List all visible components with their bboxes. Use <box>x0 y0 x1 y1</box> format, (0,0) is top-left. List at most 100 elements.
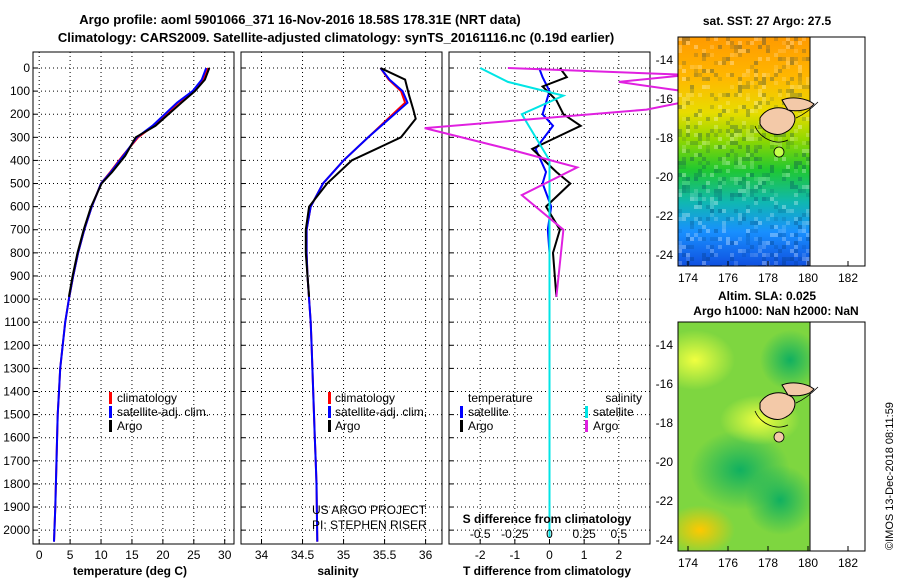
sst-noise-pixel <box>746 181 750 185</box>
sst-noise-pixel <box>774 257 778 261</box>
sst-noise-pixel <box>754 61 758 65</box>
sla-high-2 <box>678 505 735 551</box>
sst-noise-pixel <box>682 101 686 105</box>
depth-tick-label: 1600 <box>3 431 30 445</box>
sla-high-1 <box>678 330 735 390</box>
sst-noise-pixel <box>782 237 786 241</box>
top-tick-label: -0.5 <box>470 527 491 541</box>
legend-label: satellite-adj. clim. <box>335 405 427 419</box>
sst-noise-pixel <box>794 241 798 245</box>
series-line-argo <box>67 67 211 297</box>
sst-noise-pixel <box>730 125 734 129</box>
sst-noise-pixel <box>734 165 738 169</box>
series-line-s-argo <box>424 67 716 297</box>
sst-noise-pixel <box>746 137 750 141</box>
sst-noise-pixel <box>690 141 694 145</box>
sst-noise-pixel <box>806 221 810 225</box>
sst-noise-pixel <box>770 233 774 237</box>
sst-noise-pixel <box>710 245 714 249</box>
series-line-t-satellite <box>534 67 555 297</box>
sst-noise-pixel <box>746 205 750 209</box>
sst-noise-pixel <box>762 241 766 245</box>
sst-noise-pixel <box>686 93 690 97</box>
sst-noise-pixel <box>794 185 798 189</box>
sst-noise-pixel <box>678 93 682 97</box>
sst-noise-pixel <box>766 101 770 105</box>
sst-noise-pixel <box>774 157 778 161</box>
sst-noise-pixel <box>682 189 686 193</box>
sst-noise-pixel <box>754 77 758 81</box>
sst-noise-pixel <box>774 201 778 205</box>
sst-noise-pixel <box>746 229 750 233</box>
sst-noise-pixel <box>794 245 798 249</box>
sst-noise-pixel <box>706 229 710 233</box>
sst-noise-pixel <box>722 161 726 165</box>
sst-noise-pixel <box>750 133 754 137</box>
sst-noise-pixel <box>762 253 766 257</box>
sst-noise-pixel <box>718 61 722 65</box>
sst-noise-pixel <box>766 57 770 61</box>
depth-tick-label: 1700 <box>3 454 30 468</box>
sst-noise-pixel <box>762 181 766 185</box>
sst-noise-pixel <box>806 213 810 217</box>
sst-noise-pixel <box>734 181 738 185</box>
sst-noise-pixel <box>746 109 750 113</box>
sst-noise-pixel <box>682 245 686 249</box>
sst-noise-pixel <box>790 209 794 213</box>
sst-noise-pixel <box>718 77 722 81</box>
sst-noise-pixel <box>686 213 690 217</box>
sst-noise-pixel <box>782 217 786 221</box>
depth-tick-label: 400 <box>10 153 30 167</box>
legend-label: Argo <box>593 419 619 433</box>
sst-noise-pixel <box>806 257 810 261</box>
difference-top-ticks: -0.5 -0.25 0 0.25 0.5 <box>470 527 628 541</box>
depth-tick-label: 1200 <box>3 338 30 352</box>
sst-noise-pixel <box>794 201 798 205</box>
sst-noise-pixel <box>710 93 714 97</box>
sst-noise-pixel <box>706 205 710 209</box>
salinity-grid <box>241 52 442 544</box>
sla-map-subtitle: Argo h1000: NaN h2000: NaN <box>693 304 858 318</box>
map-x-label: 182 <box>838 271 858 285</box>
sst-noise-pixel <box>698 205 702 209</box>
sst-noise-pixel <box>750 41 754 45</box>
sst-noise-pixel <box>766 177 770 181</box>
map-y-label: -16 <box>656 377 674 391</box>
x-tick-label: 35 <box>337 548 351 562</box>
sst-noise-pixel <box>746 133 750 137</box>
sst-noise-pixel <box>794 37 798 41</box>
sst-noise-pixel <box>754 201 758 205</box>
sst-noise-pixel <box>714 73 718 77</box>
sst-noise-pixel <box>678 133 682 137</box>
sst-noise-pixel <box>770 197 774 201</box>
map-x-label: 182 <box>838 556 858 570</box>
sst-noise-pixel <box>794 145 798 149</box>
sst-noise-pixel <box>770 97 774 101</box>
sst-noise-pixel <box>710 201 714 205</box>
sst-noise-pixel <box>694 69 698 73</box>
sst-noise-pixel <box>718 197 722 201</box>
sst-noise-pixel <box>782 233 786 237</box>
sst-noise-pixel <box>706 161 710 165</box>
sst-noise-pixel <box>746 41 750 45</box>
sst-noise-pixel <box>750 245 754 249</box>
x-tick-label: 30 <box>218 548 232 562</box>
sst-noise-pixel <box>754 137 758 141</box>
sst-noise-pixel <box>694 197 698 201</box>
sst-noise-pixel <box>726 57 730 61</box>
sst-noise-pixel <box>710 213 714 217</box>
sst-noise-pixel <box>694 153 698 157</box>
sst-noise-pixel <box>722 177 726 181</box>
sst-noise-pixel <box>790 249 794 253</box>
sst-noise-pixel <box>694 113 698 117</box>
sst-noise-pixel <box>750 65 754 69</box>
sst-noise-pixel <box>758 245 762 249</box>
sst-noise-pixel <box>722 93 726 97</box>
sst-noise-pixel <box>786 221 790 225</box>
sst-noise-pixel <box>758 145 762 149</box>
sst-noise-pixel <box>778 89 782 93</box>
sst-noise-pixel <box>698 65 702 69</box>
sst-noise-pixel <box>698 109 702 113</box>
sst-noise-pixel <box>702 57 706 61</box>
sst-noise-pixel <box>726 237 730 241</box>
